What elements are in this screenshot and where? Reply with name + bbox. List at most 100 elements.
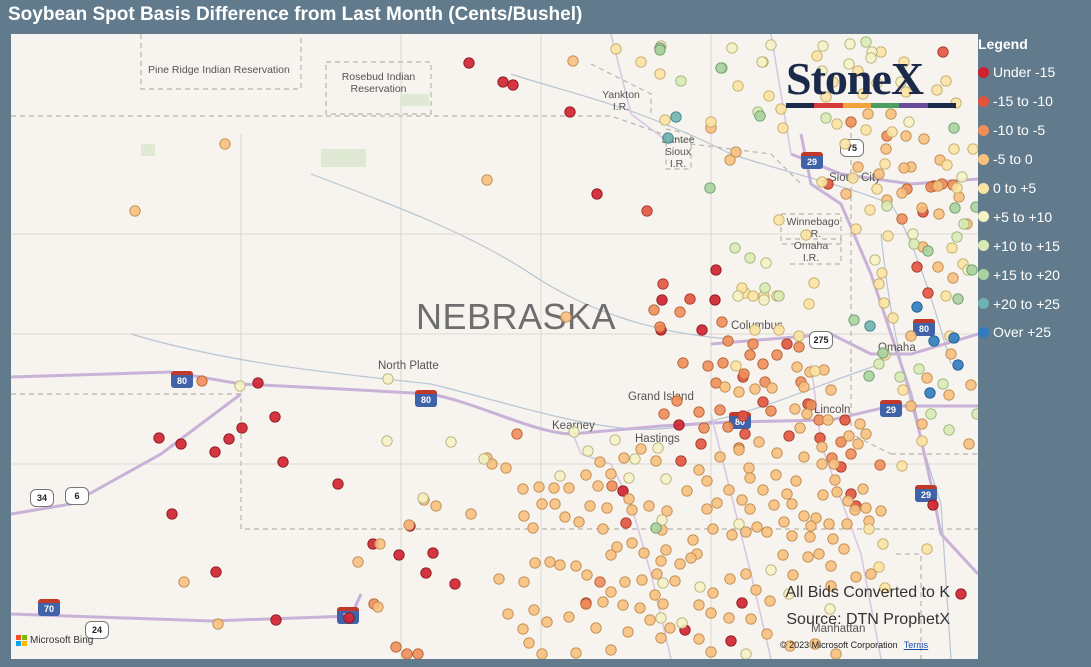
basis-marker[interactable] xyxy=(907,228,919,240)
basis-marker[interactable] xyxy=(800,229,812,241)
basis-marker[interactable] xyxy=(756,56,768,68)
basis-marker[interactable] xyxy=(810,512,822,524)
basis-marker[interactable] xyxy=(749,324,761,336)
basis-marker[interactable] xyxy=(696,324,708,336)
basis-marker[interactable] xyxy=(693,599,705,611)
basis-marker[interactable] xyxy=(874,459,886,471)
basis-marker[interactable] xyxy=(863,370,875,382)
basis-marker[interactable] xyxy=(922,287,934,299)
basis-marker[interactable] xyxy=(564,106,576,118)
basis-marker[interactable] xyxy=(654,44,666,56)
basis-marker[interactable] xyxy=(771,447,783,459)
basis-marker[interactable] xyxy=(947,272,959,284)
basis-marker[interactable] xyxy=(932,261,944,273)
basis-marker[interactable] xyxy=(783,430,795,442)
basis-marker[interactable] xyxy=(805,520,817,532)
basis-marker[interactable] xyxy=(940,290,952,302)
basis-marker[interactable] xyxy=(829,474,841,486)
basis-marker[interactable] xyxy=(722,335,734,347)
basis-marker[interactable] xyxy=(761,526,773,538)
basis-marker[interactable] xyxy=(681,485,693,497)
basis-marker[interactable] xyxy=(862,108,874,120)
basis-marker[interactable] xyxy=(843,58,855,70)
basis-marker[interactable] xyxy=(765,564,777,576)
basis-marker[interactable] xyxy=(129,205,141,217)
basis-marker[interactable] xyxy=(269,411,281,423)
basis-marker[interactable] xyxy=(528,604,540,616)
basis-marker[interactable] xyxy=(500,462,512,474)
basis-marker[interactable] xyxy=(879,582,891,594)
basis-marker[interactable] xyxy=(651,568,663,580)
basis-marker[interactable] xyxy=(660,473,672,485)
basis-marker[interactable] xyxy=(463,57,475,69)
basis-marker[interactable] xyxy=(626,504,638,516)
basis-marker[interactable] xyxy=(178,576,190,588)
basis-marker[interactable] xyxy=(209,446,221,458)
basis-marker[interactable] xyxy=(871,183,883,195)
basis-marker[interactable] xyxy=(813,548,825,560)
basis-marker[interactable] xyxy=(794,422,806,434)
basis-marker[interactable] xyxy=(783,588,795,600)
basis-marker[interactable] xyxy=(905,330,917,342)
basis-marker[interactable] xyxy=(860,502,872,514)
basis-marker[interactable] xyxy=(701,503,713,515)
basis-marker[interactable] xyxy=(784,640,796,652)
basis-marker[interactable] xyxy=(567,55,579,67)
basis-marker[interactable] xyxy=(928,335,940,347)
basis-marker[interactable] xyxy=(382,373,394,385)
basis-marker[interactable] xyxy=(886,126,898,138)
basis-marker[interactable] xyxy=(175,438,187,450)
basis-marker[interactable] xyxy=(793,330,805,342)
basis-marker[interactable] xyxy=(636,574,648,586)
basis-marker[interactable] xyxy=(842,495,854,507)
basis-marker[interactable] xyxy=(925,408,937,420)
basis-marker[interactable] xyxy=(905,400,917,412)
basis-marker[interactable] xyxy=(554,559,566,571)
basis-marker[interactable] xyxy=(911,301,923,313)
basis-marker[interactable] xyxy=(945,348,957,360)
basis-marker[interactable] xyxy=(869,254,881,266)
basis-marker[interactable] xyxy=(733,444,745,456)
basis-marker[interactable] xyxy=(876,267,888,279)
basis-marker[interactable] xyxy=(675,75,687,87)
basis-marker[interactable] xyxy=(761,628,773,640)
basis-marker[interactable] xyxy=(840,188,852,200)
basis-marker[interactable] xyxy=(390,641,402,653)
basis-marker[interactable] xyxy=(951,231,963,243)
basis-marker[interactable] xyxy=(747,338,759,350)
basis-marker[interactable] xyxy=(518,576,530,588)
basis-marker[interactable] xyxy=(677,357,689,369)
basis-marker[interactable] xyxy=(900,86,912,98)
basis-marker[interactable] xyxy=(747,290,759,302)
basis-marker[interactable] xyxy=(873,168,885,180)
basis-marker[interactable] xyxy=(719,381,731,393)
basis-marker[interactable] xyxy=(650,522,662,534)
basis-marker[interactable] xyxy=(956,171,968,183)
basis-marker[interactable] xyxy=(873,278,885,290)
basis-marker[interactable] xyxy=(865,52,877,64)
basis-marker[interactable] xyxy=(850,571,862,583)
basis-marker[interactable] xyxy=(332,478,344,490)
basis-marker[interactable] xyxy=(580,469,592,481)
basis-marker[interactable] xyxy=(568,426,580,438)
basis-marker[interactable] xyxy=(949,202,961,214)
basis-marker[interactable] xyxy=(751,521,763,533)
basis-marker[interactable] xyxy=(659,114,671,126)
basis-marker[interactable] xyxy=(786,530,798,542)
basis-marker[interactable] xyxy=(765,405,777,417)
basis-marker[interactable] xyxy=(736,597,748,609)
basis-marker[interactable] xyxy=(381,435,393,447)
basis-marker[interactable] xyxy=(724,154,736,166)
basis-marker[interactable] xyxy=(684,293,696,305)
basis-marker[interactable] xyxy=(773,324,785,336)
basis-marker[interactable] xyxy=(827,76,839,88)
basis-marker[interactable] xyxy=(605,549,617,561)
basis-marker[interactable] xyxy=(916,418,928,430)
basis-marker[interactable] xyxy=(940,75,952,87)
basis-marker[interactable] xyxy=(648,304,660,316)
basis-marker[interactable] xyxy=(896,187,908,199)
basis-marker[interactable] xyxy=(620,517,632,529)
basis-marker[interactable] xyxy=(916,435,928,447)
basis-marker[interactable] xyxy=(848,314,860,326)
basis-marker[interactable] xyxy=(705,116,717,128)
